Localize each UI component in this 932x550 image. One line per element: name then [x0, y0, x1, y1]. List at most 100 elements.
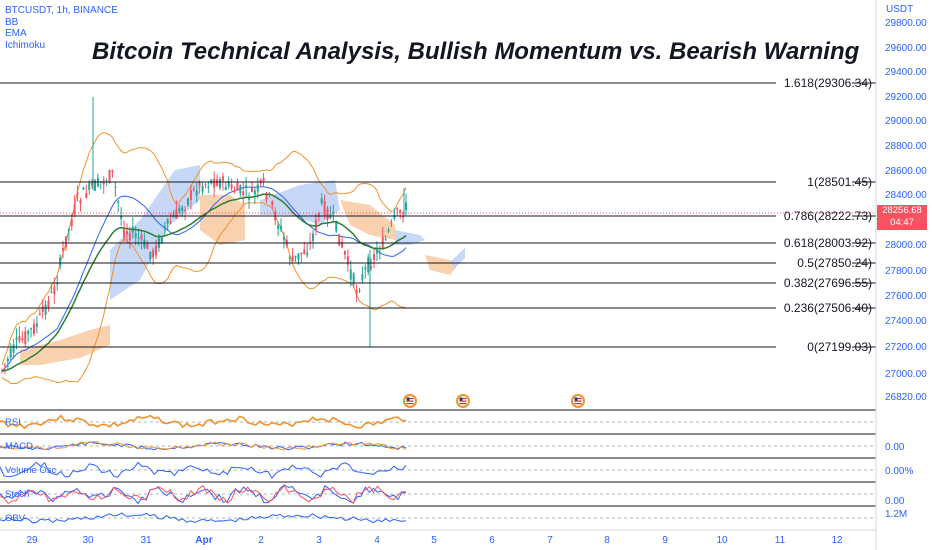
stoch-d-line	[0, 484, 407, 505]
candle-body	[335, 220, 338, 232]
time-tick-label: 9	[662, 535, 668, 546]
kumo-segment	[425, 255, 460, 275]
us-flag-event-icon	[456, 394, 470, 408]
obv-pane-label[interactable]: OBV	[5, 513, 26, 524]
time-tick-label: Apr	[195, 535, 212, 546]
candle-body	[338, 234, 341, 246]
candle-body	[213, 178, 216, 188]
candle-body	[297, 253, 300, 260]
candle-body	[253, 190, 256, 195]
candle-body	[195, 190, 198, 196]
fib-level-label: 0.382(27696.55)	[784, 276, 872, 290]
kumo-segment	[200, 195, 245, 245]
candlesticks	[1, 97, 407, 374]
candle-body	[256, 184, 259, 192]
candle-body	[9, 348, 12, 358]
kumo-segment	[395, 230, 425, 245]
symbol-legend: BTCUSDT, 1h, BINANCE BB EMA Ichimoku	[5, 5, 118, 51]
candle-body	[375, 249, 378, 254]
candle-body	[178, 207, 181, 212]
time-tick-label: 31	[140, 535, 152, 546]
last-price-tag: 28256.68 04:47	[877, 205, 927, 230]
flag-stripe	[406, 400, 414, 402]
candle-body	[79, 200, 82, 204]
volume-osc-pane-label[interactable]: Volume Osc	[5, 465, 57, 476]
candle-body	[128, 233, 131, 241]
price-tick-label: 29400.00	[885, 67, 927, 78]
price-tick-label: 29600.00	[885, 43, 927, 54]
ichimoku-cloud	[20, 165, 465, 365]
price-tick-label: 29000.00	[885, 116, 927, 127]
rsi-pane-label[interactable]: RSI	[5, 417, 21, 428]
candle-body	[181, 207, 184, 212]
candle-body	[184, 209, 187, 211]
candle-body	[32, 323, 35, 335]
candle-body	[70, 219, 73, 226]
macd-pane-label[interactable]: MACD	[5, 441, 33, 452]
price-axis[interactable]: 29800.00 29600.00 29400.00 29200.00 29000.00…	[875, 0, 932, 550]
macd-signal-line	[0, 441, 407, 451]
candle-body	[346, 256, 349, 265]
candle-body	[166, 218, 169, 224]
candle-body	[35, 323, 38, 327]
candle-body	[187, 198, 190, 205]
candle-body	[50, 291, 53, 293]
candle-body	[88, 182, 91, 190]
candle-body	[125, 231, 128, 235]
candle-body	[59, 257, 62, 266]
candle-body	[367, 257, 370, 273]
candle-body	[143, 239, 146, 248]
stoch-pane-label[interactable]: Stoch	[5, 489, 30, 500]
ema-path	[1, 193, 407, 372]
candle-body	[120, 216, 123, 219]
time-tick-label: 12	[831, 535, 843, 546]
stoch-k-line	[0, 484, 407, 505]
candle-body	[236, 182, 239, 191]
candle-body	[111, 169, 114, 172]
symbol-label[interactable]: BTCUSDT, 1h, BINANCE	[5, 5, 118, 16]
flag-stripe	[406, 403, 414, 405]
candle-body	[218, 179, 221, 188]
time-tick-label: 6	[489, 535, 495, 546]
time-axis[interactable]: 29 30 31 Apr 2 3 4 5 6 7 8 9 10 11 12	[0, 529, 876, 546]
candle-body	[53, 286, 56, 295]
us-flag-event-icon	[403, 394, 417, 408]
indicator-ichimoku-label[interactable]: Ichimoku	[5, 39, 46, 51]
candle-body	[91, 181, 94, 186]
price-tick-label: 27400.00	[885, 316, 927, 327]
candle-body	[85, 193, 88, 198]
candle-body	[311, 233, 314, 241]
candle-body	[326, 208, 329, 220]
candle-body	[169, 221, 172, 224]
flag-canton	[459, 397, 463, 401]
candle-body	[265, 192, 268, 200]
price-tick-label: 27800.00	[885, 266, 927, 277]
candle-body	[233, 191, 236, 193]
candle-body	[175, 209, 178, 219]
flag-stripe	[574, 403, 582, 405]
price-tick-label: 29800.00	[885, 18, 927, 29]
candle-body	[288, 257, 291, 259]
us-flag-event-icon	[571, 394, 585, 408]
candle-body	[323, 200, 326, 217]
flag-stripe	[459, 398, 467, 400]
candle-body	[314, 219, 317, 230]
kumo-segment	[110, 165, 200, 300]
candle-body	[67, 229, 70, 232]
indicator-bb-label[interactable]: BB	[5, 16, 19, 28]
candle-body	[12, 344, 15, 353]
candle-body	[306, 252, 309, 256]
time-tick-label: 7	[547, 535, 553, 546]
flag-stripe	[459, 400, 467, 402]
candle-body	[198, 181, 201, 187]
candle-body	[3, 364, 6, 366]
flag-stripe	[406, 398, 414, 400]
indicator-ema-label[interactable]: EMA	[5, 28, 27, 39]
candle-body	[21, 337, 24, 341]
time-tick-label: 4	[374, 535, 380, 546]
candle-body	[352, 273, 355, 285]
candle-body	[384, 239, 387, 241]
candle-body	[343, 251, 346, 255]
price-axis-bg	[876, 0, 932, 550]
